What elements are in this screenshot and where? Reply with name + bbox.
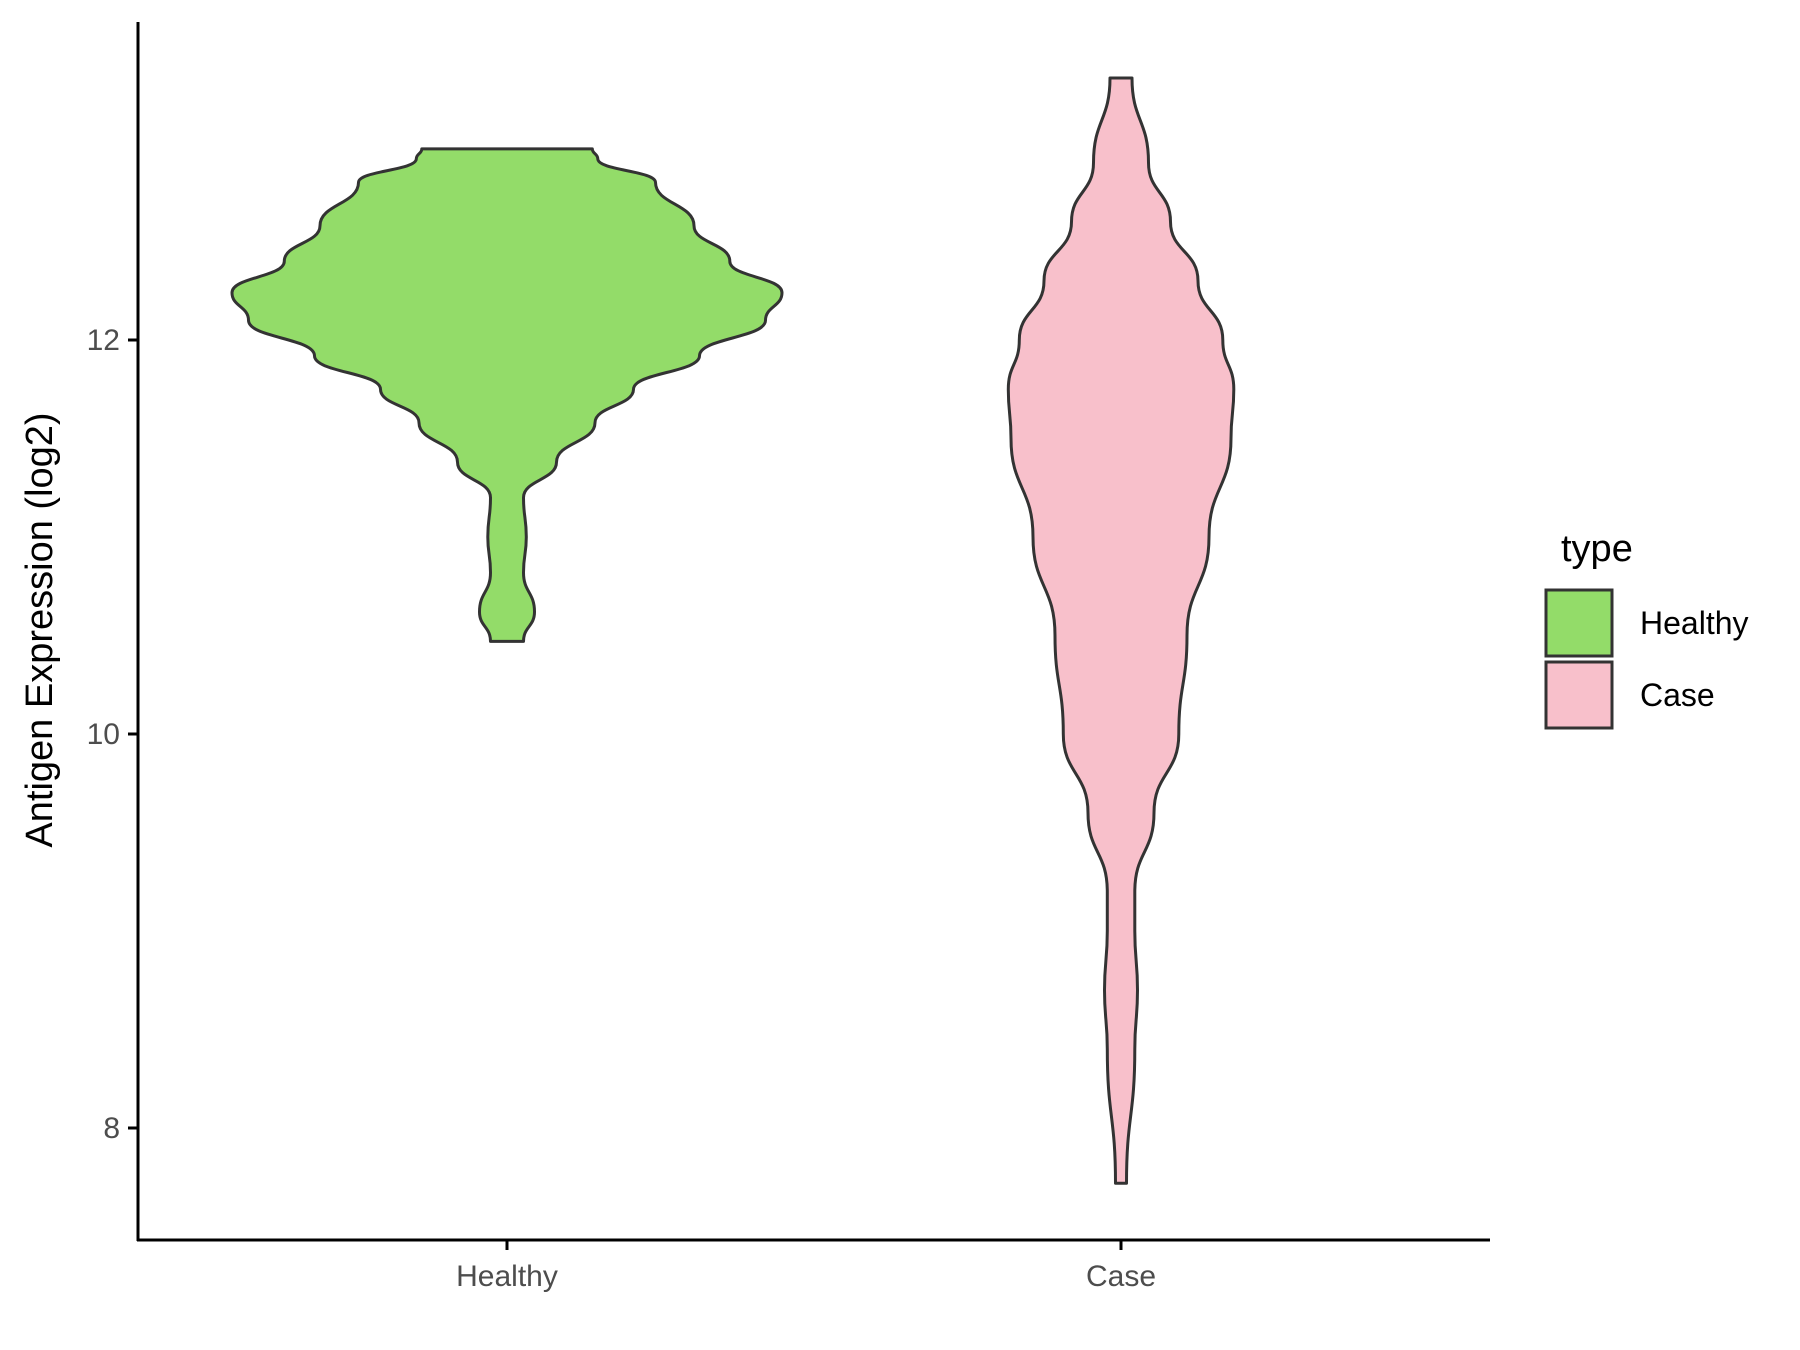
- x-tick-label: Healthy: [456, 1260, 558, 1293]
- y-tick-label: 10: [87, 718, 120, 751]
- y-ticks: 8 10 12: [87, 324, 138, 1145]
- violin-healthy: [230, 147, 784, 643]
- violin-case: [1006, 76, 1236, 1185]
- legend-swatch-healthy: [1544, 588, 1614, 658]
- x-tick-label: Case: [1086, 1260, 1156, 1293]
- legend-label-case: Case: [1640, 677, 1715, 713]
- legend: type Healthy Case: [1544, 528, 1749, 730]
- legend-title: type: [1561, 528, 1633, 570]
- y-tick-label: 8: [103, 1112, 120, 1145]
- legend-swatch-case: [1544, 660, 1614, 730]
- violins-layer: [230, 76, 1236, 1185]
- y-axis-title: Antigen Expression (log2): [19, 412, 61, 847]
- legend-label-healthy: Healthy: [1640, 605, 1749, 641]
- x-ticks: Healthy Case: [456, 1240, 1156, 1293]
- legend-items: Healthy Case: [1544, 588, 1749, 730]
- y-tick-label: 12: [87, 324, 120, 357]
